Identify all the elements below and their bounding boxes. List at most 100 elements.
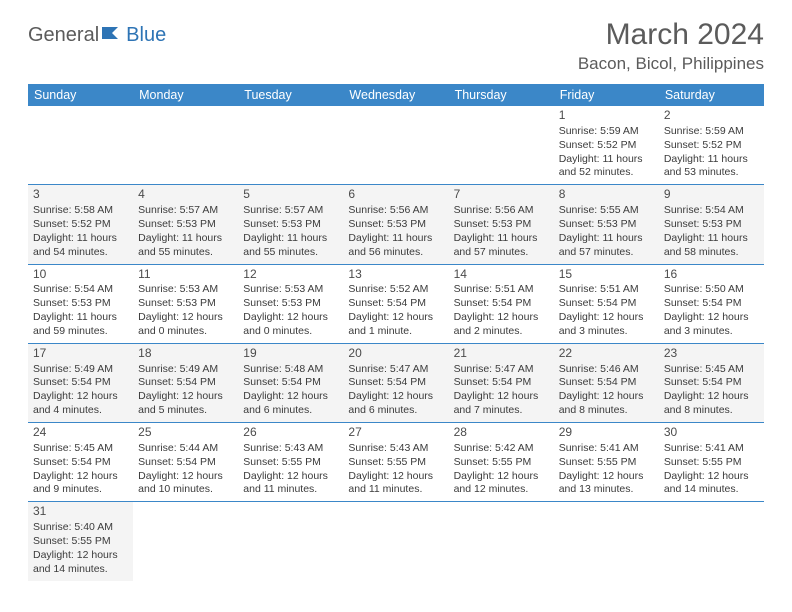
daylight-line1: Daylight: 11 hours — [559, 153, 654, 167]
sunset: Sunset: 5:53 PM — [138, 218, 233, 232]
sunset: Sunset: 5:54 PM — [559, 297, 654, 311]
sunset: Sunset: 5:55 PM — [664, 456, 759, 470]
calendar-body: 1Sunrise: 5:59 AMSunset: 5:52 PMDaylight… — [28, 106, 764, 581]
sunset: Sunset: 5:54 PM — [454, 376, 549, 390]
sunrise: Sunrise: 5:49 AM — [138, 363, 233, 377]
calendar-table: Sunday Monday Tuesday Wednesday Thursday… — [28, 84, 764, 581]
sunset: Sunset: 5:55 PM — [243, 456, 338, 470]
sunrise: Sunrise: 5:54 AM — [664, 204, 759, 218]
sunrise: Sunrise: 5:44 AM — [138, 442, 233, 456]
sunrise: Sunrise: 5:58 AM — [33, 204, 128, 218]
calendar-cell — [659, 502, 764, 581]
sunrise: Sunrise: 5:55 AM — [559, 204, 654, 218]
daylight-line2: and 57 minutes. — [559, 246, 654, 260]
daylight-line2: and 1 minute. — [348, 325, 443, 339]
sunset: Sunset: 5:54 PM — [664, 376, 759, 390]
daylight-line1: Daylight: 11 hours — [138, 232, 233, 246]
daylight-line1: Daylight: 12 hours — [454, 470, 549, 484]
day-number: 25 — [138, 425, 233, 441]
sunset: Sunset: 5:53 PM — [243, 297, 338, 311]
daylight-line1: Daylight: 12 hours — [664, 311, 759, 325]
calendar-cell: 5Sunrise: 5:57 AMSunset: 5:53 PMDaylight… — [238, 185, 343, 264]
daylight-line2: and 11 minutes. — [348, 483, 443, 497]
calendar-cell: 3Sunrise: 5:58 AMSunset: 5:52 PMDaylight… — [28, 185, 133, 264]
header: General Blue March 2024 Bacon, Bicol, Ph… — [28, 18, 764, 74]
daylight-line2: and 9 minutes. — [33, 483, 128, 497]
daylight-line1: Daylight: 12 hours — [243, 470, 338, 484]
sunrise: Sunrise: 5:43 AM — [243, 442, 338, 456]
calendar-cell: 13Sunrise: 5:52 AMSunset: 5:54 PMDayligh… — [343, 264, 448, 343]
sunset: Sunset: 5:53 PM — [33, 297, 128, 311]
sunset: Sunset: 5:53 PM — [138, 297, 233, 311]
daylight-line2: and 3 minutes. — [664, 325, 759, 339]
calendar-cell: 12Sunrise: 5:53 AMSunset: 5:53 PMDayligh… — [238, 264, 343, 343]
sunset: Sunset: 5:54 PM — [664, 297, 759, 311]
calendar-cell: 8Sunrise: 5:55 AMSunset: 5:53 PMDaylight… — [554, 185, 659, 264]
calendar-cell: 1Sunrise: 5:59 AMSunset: 5:52 PMDaylight… — [554, 106, 659, 185]
sunrise: Sunrise: 5:40 AM — [33, 521, 128, 535]
day-number: 18 — [138, 346, 233, 362]
day-header: Thursday — [449, 84, 554, 106]
day-number: 7 — [454, 187, 549, 203]
daylight-line1: Daylight: 11 hours — [243, 232, 338, 246]
sunset: Sunset: 5:52 PM — [33, 218, 128, 232]
day-number: 1 — [559, 108, 654, 124]
daylight-line2: and 52 minutes. — [559, 166, 654, 180]
sunset: Sunset: 5:55 PM — [559, 456, 654, 470]
sunrise: Sunrise: 5:43 AM — [348, 442, 443, 456]
daylight-line2: and 4 minutes. — [33, 404, 128, 418]
sunrise: Sunrise: 5:45 AM — [33, 442, 128, 456]
calendar-cell — [449, 502, 554, 581]
day-number: 22 — [559, 346, 654, 362]
day-number: 4 — [138, 187, 233, 203]
daylight-line1: Daylight: 12 hours — [348, 470, 443, 484]
logo: General Blue — [28, 24, 166, 47]
sunset: Sunset: 5:54 PM — [138, 456, 233, 470]
sunrise: Sunrise: 5:53 AM — [138, 283, 233, 297]
calendar-cell: 2Sunrise: 5:59 AMSunset: 5:52 PMDaylight… — [659, 106, 764, 185]
daylight-line1: Daylight: 12 hours — [33, 549, 128, 563]
calendar-cell: 24Sunrise: 5:45 AMSunset: 5:54 PMDayligh… — [28, 423, 133, 502]
daylight-line1: Daylight: 12 hours — [454, 390, 549, 404]
calendar-page: General Blue March 2024 Bacon, Bicol, Ph… — [0, 0, 792, 599]
daylight-line1: Daylight: 12 hours — [33, 470, 128, 484]
day-number: 29 — [559, 425, 654, 441]
sunrise: Sunrise: 5:53 AM — [243, 283, 338, 297]
calendar-cell: 17Sunrise: 5:49 AMSunset: 5:54 PMDayligh… — [28, 343, 133, 422]
day-header-row: Sunday Monday Tuesday Wednesday Thursday… — [28, 84, 764, 106]
daylight-line1: Daylight: 12 hours — [138, 470, 233, 484]
calendar-cell: 11Sunrise: 5:53 AMSunset: 5:53 PMDayligh… — [133, 264, 238, 343]
day-number: 31 — [33, 504, 128, 520]
calendar-cell — [28, 106, 133, 185]
daylight-line1: Daylight: 11 hours — [559, 232, 654, 246]
calendar-cell: 6Sunrise: 5:56 AMSunset: 5:53 PMDaylight… — [343, 185, 448, 264]
sunrise: Sunrise: 5:51 AM — [559, 283, 654, 297]
logo-text-general: General — [28, 24, 99, 47]
sunrise: Sunrise: 5:49 AM — [33, 363, 128, 377]
daylight-line2: and 5 minutes. — [138, 404, 233, 418]
daylight-line2: and 11 minutes. — [243, 483, 338, 497]
sunset: Sunset: 5:55 PM — [454, 456, 549, 470]
sunset: Sunset: 5:54 PM — [33, 376, 128, 390]
day-number: 30 — [664, 425, 759, 441]
sunrise: Sunrise: 5:47 AM — [348, 363, 443, 377]
month-title: March 2024 — [578, 18, 764, 52]
daylight-line1: Daylight: 12 hours — [33, 390, 128, 404]
daylight-line1: Daylight: 12 hours — [243, 311, 338, 325]
day-number: 17 — [33, 346, 128, 362]
daylight-line1: Daylight: 12 hours — [243, 390, 338, 404]
calendar-cell — [343, 502, 448, 581]
calendar-cell: 30Sunrise: 5:41 AMSunset: 5:55 PMDayligh… — [659, 423, 764, 502]
day-number: 27 — [348, 425, 443, 441]
calendar-cell — [554, 502, 659, 581]
day-number: 26 — [243, 425, 338, 441]
day-header: Sunday — [28, 84, 133, 106]
calendar-cell: 27Sunrise: 5:43 AMSunset: 5:55 PMDayligh… — [343, 423, 448, 502]
calendar-cell: 16Sunrise: 5:50 AMSunset: 5:54 PMDayligh… — [659, 264, 764, 343]
daylight-line2: and 6 minutes. — [243, 404, 338, 418]
calendar-cell: 19Sunrise: 5:48 AMSunset: 5:54 PMDayligh… — [238, 343, 343, 422]
calendar-row: 24Sunrise: 5:45 AMSunset: 5:54 PMDayligh… — [28, 423, 764, 502]
sunrise: Sunrise: 5:46 AM — [559, 363, 654, 377]
daylight-line2: and 10 minutes. — [138, 483, 233, 497]
day-number: 19 — [243, 346, 338, 362]
